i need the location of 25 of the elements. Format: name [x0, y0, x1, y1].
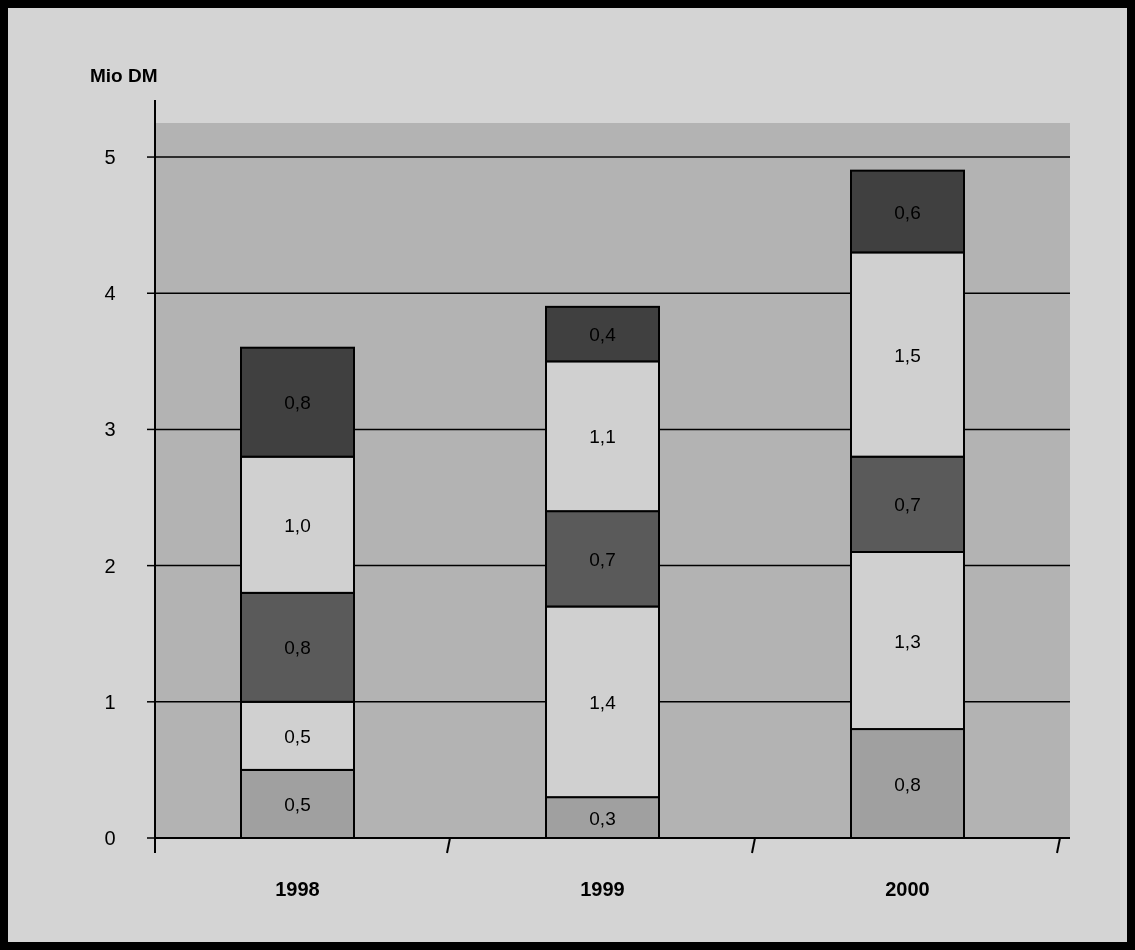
data-label: 0,5	[284, 725, 311, 747]
data-label: 1,0	[284, 514, 311, 536]
data-label: 0,4	[589, 324, 617, 346]
data-label: 0,8	[284, 637, 311, 659]
y-tick-label: 1	[104, 690, 116, 713]
data-label: 0,3	[589, 807, 616, 829]
data-label: 0,5	[284, 793, 311, 815]
data-label: 0,7	[894, 494, 921, 516]
x-tick-label: 2000	[885, 878, 930, 900]
x-tick-label: 1999	[580, 878, 625, 900]
data-label: 1,1	[589, 426, 616, 448]
data-label: 0,6	[894, 201, 921, 223]
y-tick-label: 3	[104, 418, 116, 441]
data-label: 0,8	[894, 773, 921, 795]
data-label: 1,3	[894, 630, 921, 652]
y-tick-label: 0	[104, 827, 116, 849]
y-tick-label: 5	[104, 146, 116, 169]
data-label: 0,8	[284, 392, 311, 414]
y-tick-label: 4	[104, 282, 116, 305]
data-label: 1,5	[894, 344, 921, 366]
x-tick-label: 1998	[275, 878, 320, 900]
data-label: 1,4	[589, 691, 617, 713]
y-tick-label: 2	[104, 554, 116, 577]
y-axis-title: Mio DM	[90, 65, 158, 86]
data-label: 0,7	[589, 548, 616, 570]
